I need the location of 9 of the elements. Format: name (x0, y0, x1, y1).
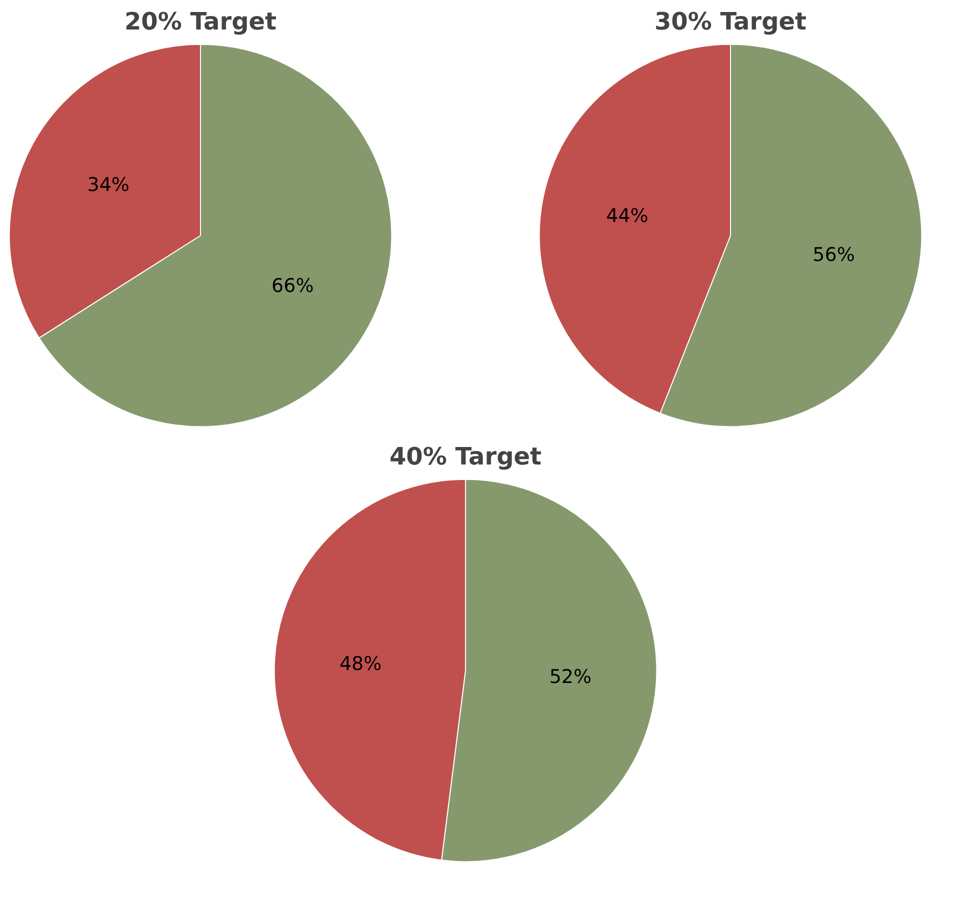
chart-title: 40% Target (389, 442, 542, 470)
chart-title: 30% Target (654, 8, 807, 36)
data-label: 56% (812, 244, 855, 266)
data-label: 66% (272, 275, 314, 298)
data-label: 44% (606, 204, 648, 227)
data-label: 52% (549, 666, 592, 688)
data-label: 48% (339, 652, 382, 675)
data-label: 34% (87, 174, 130, 196)
chart-title: 20% Target (124, 8, 277, 36)
